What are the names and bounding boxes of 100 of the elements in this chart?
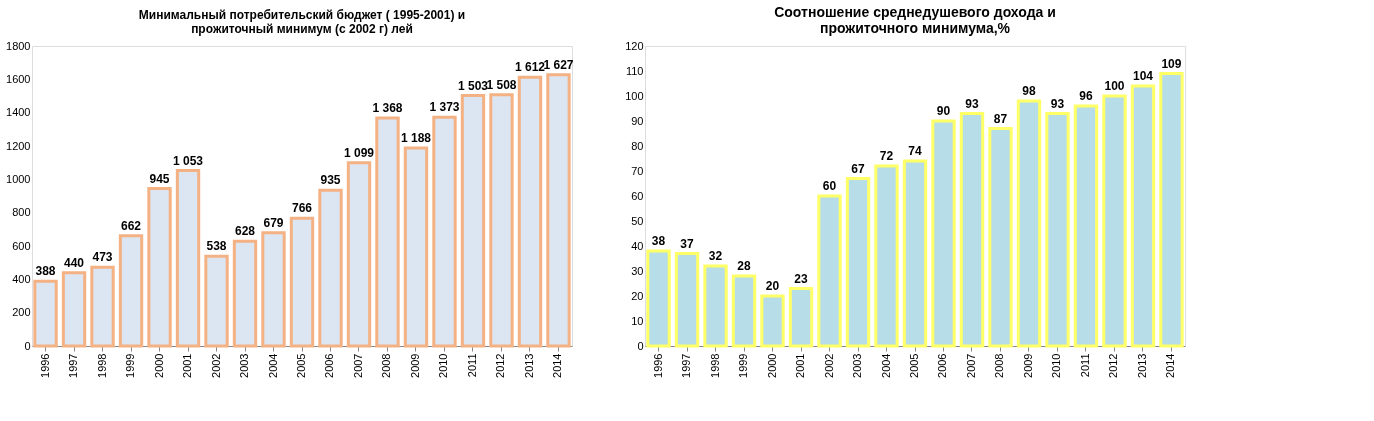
x-tick-label: 1996 <box>38 353 51 378</box>
x-tick-label: 2007 <box>964 353 977 378</box>
data-label: 32 <box>708 249 723 263</box>
x-tick-label: 1999 <box>737 353 750 378</box>
data-label: 28 <box>737 259 752 273</box>
bar <box>33 279 58 348</box>
bar <box>546 73 571 348</box>
x-tick-label: 2008 <box>380 353 393 378</box>
x-tick-label: 2009 <box>1021 353 1034 378</box>
data-label: 1 373 <box>429 100 460 115</box>
data-label: 109 <box>1161 56 1182 71</box>
bar <box>375 116 400 348</box>
data-label: 96 <box>1079 89 1093 103</box>
data-label: 67 <box>851 161 865 176</box>
x-tick-label: 1998 <box>95 353 108 378</box>
data-label: 37 <box>680 236 695 251</box>
y-tick-label: 1400 <box>6 106 31 119</box>
x-tick-label: 1997 <box>680 353 693 378</box>
data-label: 93 <box>965 96 979 111</box>
data-label: 766 <box>291 201 313 216</box>
x-tick-label: 2000 <box>152 353 165 378</box>
bar <box>988 127 1013 348</box>
x-tick-label: 2011 <box>465 353 478 378</box>
x-tick-label: 2010 <box>437 353 450 378</box>
bar <box>1102 94 1127 348</box>
x-tick-label: 2012 <box>1107 353 1120 378</box>
y-tick-label: 50 <box>631 214 644 227</box>
bar <box>403 146 429 348</box>
bar <box>61 271 87 348</box>
bar <box>1045 112 1070 348</box>
data-label: 1 053 <box>173 153 204 168</box>
bar <box>517 75 543 348</box>
y-tick-label: 30 <box>631 264 644 277</box>
y-tick-label: 80 <box>631 139 644 152</box>
y-tick-label: 600 <box>12 239 31 252</box>
x-tick-label: 2004 <box>266 353 279 378</box>
bar <box>90 265 115 348</box>
data-label: 1 508 <box>486 77 517 92</box>
data-label: 473 <box>92 250 113 265</box>
y-tick-label: 100 <box>625 89 644 102</box>
bar <box>118 234 144 348</box>
x-tick-label: 1999 <box>124 353 137 378</box>
x-tick-label: 2002 <box>209 353 222 378</box>
x-tick-label: 2009 <box>408 353 421 378</box>
x-tick-label: 2001 <box>181 353 194 378</box>
data-label: 20 <box>765 279 780 293</box>
y-tick-label: 1000 <box>6 172 31 185</box>
bar <box>731 274 757 348</box>
data-label: 935 <box>320 173 341 188</box>
bar <box>760 294 785 348</box>
bar <box>489 93 514 348</box>
bar <box>959 112 985 348</box>
bar <box>788 287 814 348</box>
x-tick-label: 2003 <box>238 353 251 378</box>
data-label: 23 <box>794 271 809 286</box>
y-tick-label: 1600 <box>6 72 31 85</box>
data-label: 1 368 <box>372 101 403 115</box>
bar <box>232 239 258 348</box>
bar <box>646 249 671 348</box>
bar <box>703 264 728 348</box>
bar <box>817 194 842 348</box>
bar <box>902 159 928 348</box>
bar <box>147 187 172 348</box>
y-tick-label: 800 <box>12 206 31 219</box>
bar <box>318 188 343 348</box>
x-tick-label: 2002 <box>822 353 835 378</box>
y-tick-label: 20 <box>631 289 644 302</box>
x-tick-label: 2006 <box>323 353 336 378</box>
data-label: 100 <box>1104 79 1125 93</box>
y-tick-label: 40 <box>631 239 644 252</box>
data-label: 1 099 <box>343 145 375 160</box>
x-tick-label: 2012 <box>494 353 507 378</box>
bar <box>845 177 871 348</box>
data-label: 74 <box>908 144 922 158</box>
data-label: 93 <box>1050 96 1065 111</box>
x-tick-label: 2001 <box>794 353 807 378</box>
x-tick-label: 1998 <box>708 353 721 378</box>
bar <box>674 252 700 348</box>
bar <box>1073 104 1099 348</box>
data-label: 628 <box>234 224 256 239</box>
x-tick-label: 2014 <box>1164 353 1177 378</box>
bar <box>432 115 457 348</box>
y-tick-label: 1200 <box>6 139 31 152</box>
data-label: 1 188 <box>400 131 432 145</box>
data-label: 538 <box>206 239 227 254</box>
bar <box>1159 72 1184 348</box>
y-tick-label: 200 <box>12 306 31 319</box>
x-tick-label: 2014 <box>551 353 564 378</box>
y-tick-label: 90 <box>631 114 644 127</box>
x-tick-label: 2005 <box>908 353 920 378</box>
x-tick-label: 1996 <box>651 353 664 378</box>
bar <box>175 169 201 348</box>
x-tick-label: 2013 <box>1135 353 1148 378</box>
data-label: 38 <box>651 234 666 248</box>
bar <box>460 94 486 348</box>
data-label: 98 <box>1022 84 1036 98</box>
y-tick-label: 70 <box>631 164 644 177</box>
data-label: 679 <box>263 215 284 230</box>
bar <box>346 161 372 348</box>
y-tick-label: 110 <box>625 64 644 77</box>
